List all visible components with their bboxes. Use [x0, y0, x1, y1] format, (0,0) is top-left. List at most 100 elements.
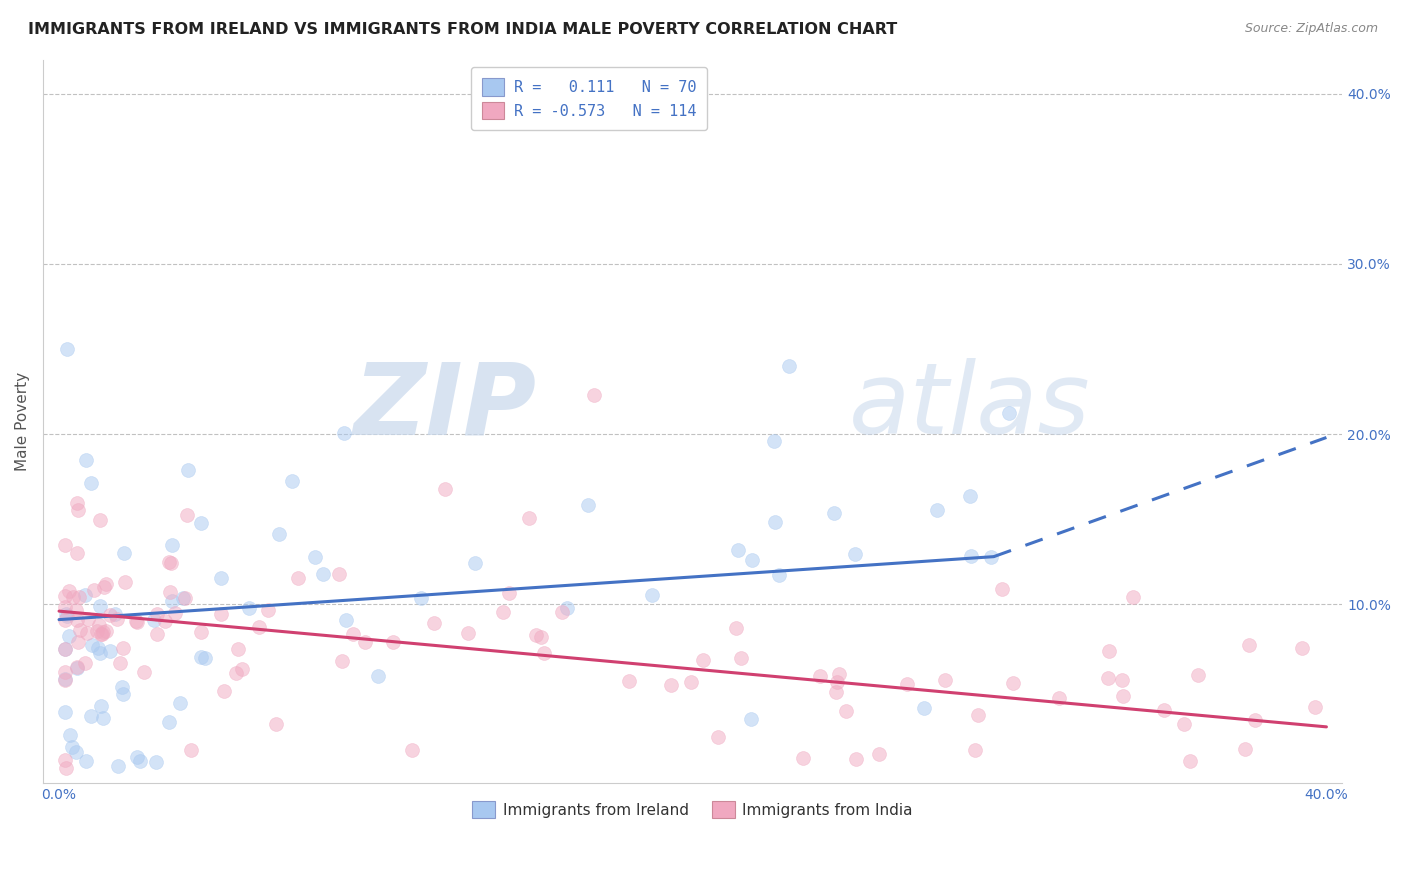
Point	[53, 753, 76, 767]
Point	[741, 552, 763, 566]
Point	[59, 729, 82, 743]
Point	[112, 546, 135, 560]
Point	[98, 644, 121, 658]
Point	[828, 666, 851, 681]
Point	[367, 669, 389, 683]
Point	[89, 599, 111, 614]
Point	[125, 614, 148, 628]
Point	[725, 621, 748, 635]
Point	[67, 503, 90, 517]
Point	[66, 613, 89, 627]
Point	[172, 591, 194, 605]
Point	[80, 709, 103, 723]
Point	[238, 600, 260, 615]
Point	[209, 607, 232, 622]
Point	[1244, 713, 1267, 727]
Point	[792, 751, 814, 765]
Point	[707, 730, 730, 744]
Point	[825, 685, 848, 699]
Point	[160, 538, 183, 552]
Point	[55, 607, 77, 621]
Point	[209, 571, 232, 585]
Point	[401, 743, 423, 757]
Point	[87, 618, 110, 632]
Point	[80, 475, 103, 490]
Point	[257, 603, 280, 617]
Point	[157, 555, 180, 569]
Point	[53, 665, 76, 679]
Text: atlas: atlas	[849, 359, 1090, 455]
Point	[58, 629, 80, 643]
Point	[146, 627, 169, 641]
Point	[55, 342, 77, 356]
Point	[354, 635, 377, 649]
Point	[75, 588, 97, 602]
Point	[959, 549, 981, 563]
Point	[1122, 591, 1144, 605]
Text: ZIP: ZIP	[354, 359, 537, 455]
Point	[434, 483, 457, 497]
Point	[58, 584, 80, 599]
Point	[582, 388, 605, 402]
Point	[997, 406, 1019, 420]
Point	[190, 649, 212, 664]
Point	[190, 624, 212, 639]
Point	[91, 710, 114, 724]
Y-axis label: Male Poverty: Male Poverty	[15, 372, 30, 471]
Point	[75, 656, 97, 670]
Point	[65, 603, 87, 617]
Point	[53, 672, 76, 686]
Point	[86, 624, 108, 639]
Point	[159, 584, 181, 599]
Point	[107, 759, 129, 773]
Point	[269, 527, 291, 541]
Point	[53, 613, 76, 627]
Point	[641, 588, 664, 602]
Point	[844, 547, 866, 561]
Point	[53, 538, 76, 552]
Point	[727, 543, 749, 558]
Point	[212, 683, 235, 698]
Point	[66, 660, 89, 674]
Point	[146, 607, 169, 621]
Point	[517, 511, 540, 525]
Point	[823, 507, 845, 521]
Point	[89, 646, 111, 660]
Point	[53, 642, 76, 657]
Point	[266, 717, 288, 731]
Point	[763, 516, 786, 530]
Point	[94, 624, 117, 638]
Point	[247, 620, 270, 634]
Point	[778, 359, 800, 374]
Point	[66, 661, 89, 675]
Point	[1180, 754, 1202, 768]
Legend: Immigrants from Ireland, Immigrants from India: Immigrants from Ireland, Immigrants from…	[465, 793, 921, 826]
Point	[845, 752, 868, 766]
Point	[980, 550, 1002, 565]
Point	[67, 590, 90, 604]
Point	[524, 627, 547, 641]
Point	[53, 641, 76, 656]
Point	[835, 704, 858, 718]
Point	[304, 550, 326, 565]
Point	[312, 567, 335, 582]
Point	[808, 669, 831, 683]
Point	[153, 614, 176, 628]
Point	[66, 635, 89, 649]
Point	[1291, 640, 1313, 655]
Point	[87, 640, 110, 655]
Point	[422, 615, 444, 630]
Point	[762, 434, 785, 449]
Point	[177, 463, 200, 477]
Text: Source: ZipAtlas.com: Source: ZipAtlas.com	[1244, 22, 1378, 36]
Point	[75, 452, 97, 467]
Point	[225, 666, 247, 681]
Point	[1303, 700, 1326, 714]
Point	[659, 678, 682, 692]
Point	[111, 680, 134, 694]
Point	[169, 696, 191, 710]
Point	[740, 712, 762, 726]
Point	[681, 675, 703, 690]
Point	[53, 705, 76, 719]
Point	[730, 651, 752, 665]
